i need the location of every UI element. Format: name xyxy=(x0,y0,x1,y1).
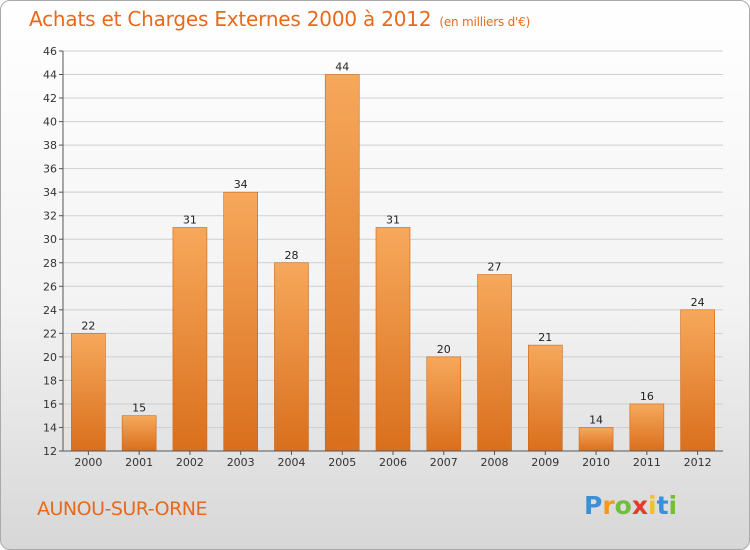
bar-2011 xyxy=(629,403,665,452)
data-label-2012: 24 xyxy=(691,296,705,309)
y-tick-label: 28 xyxy=(43,257,57,270)
data-label-2006: 31 xyxy=(386,213,400,226)
y-tick-label: 12 xyxy=(43,445,57,458)
y-tick-label: 18 xyxy=(43,374,57,387)
bar-2003 xyxy=(223,191,258,452)
chart-subtitle: (en milliers d'€) xyxy=(439,15,531,29)
bar-2001 xyxy=(121,415,157,452)
logo-letter: i xyxy=(668,491,678,520)
y-tick-label: 30 xyxy=(43,233,57,246)
y-axis-ticks: 12 14 16 18 20 22 24 26 28 30 32 34 36 38 40 42 44 46 xyxy=(43,45,63,458)
bar-2008 xyxy=(477,274,512,452)
logo-letter: i xyxy=(648,491,657,520)
x-axis-ticks: 2000 2001 2002 2003 2004 2005 2006 2007 2008 2009… xyxy=(74,451,712,469)
chart-title-text: Achats et Charges Externes 2000 à 2012 xyxy=(29,7,432,31)
x-tick-label-2001: 2001 xyxy=(125,456,153,469)
y-tick-label: 16 xyxy=(43,398,57,411)
proxiti-logo: Proxiti xyxy=(584,491,677,520)
y-tick-label: 32 xyxy=(43,210,57,223)
place-name: AUNOU-SUR-ORNE xyxy=(37,498,208,520)
x-tick-label-2008: 2008 xyxy=(481,456,509,469)
bar-2002 xyxy=(172,227,208,452)
logo-letter: x xyxy=(631,491,648,520)
bar-2007 xyxy=(426,356,462,452)
data-labels: 22 15 31 34 28 44 31 20 27 21 14 16 24 xyxy=(81,61,704,427)
data-label-2007: 20 xyxy=(437,343,451,356)
logo-letter: t xyxy=(656,491,669,520)
x-tick-label-2002: 2002 xyxy=(176,456,204,469)
y-tick-label: 20 xyxy=(43,351,57,364)
data-label-2001: 15 xyxy=(132,402,146,415)
y-tick-label: 26 xyxy=(43,280,57,293)
bar-2010 xyxy=(578,427,614,452)
x-tick-label-2009: 2009 xyxy=(531,456,559,469)
y-tick-label: 44 xyxy=(43,69,57,82)
data-label-2005: 44 xyxy=(335,61,349,74)
data-label-2011: 16 xyxy=(640,390,654,403)
x-tick-label-2000: 2000 xyxy=(74,456,102,469)
chart-title: Achats et Charges Externes 2000 à 2012 (e… xyxy=(29,7,530,31)
bar-2005 xyxy=(324,74,360,452)
data-label-2002: 31 xyxy=(183,213,197,226)
y-tick-label: 38 xyxy=(43,139,57,152)
x-tick-label-2004: 2004 xyxy=(277,456,305,469)
y-tick-label: 22 xyxy=(43,327,57,340)
y-tick-label: 40 xyxy=(43,116,57,129)
x-tick-label-2006: 2006 xyxy=(379,456,407,469)
y-tick-label: 42 xyxy=(43,92,57,105)
x-tick-label-2012: 2012 xyxy=(684,456,712,469)
data-label-2010: 14 xyxy=(589,413,603,426)
logo-letter: o xyxy=(614,491,632,520)
logo-letter: P xyxy=(584,491,603,520)
data-label-2009: 21 xyxy=(538,331,552,344)
y-tick-label: 24 xyxy=(43,304,57,317)
x-tick-label-2010: 2010 xyxy=(582,456,610,469)
x-tick-label-2011: 2011 xyxy=(633,456,661,469)
bar-2012 xyxy=(680,309,715,452)
bar-2004 xyxy=(274,262,309,452)
x-tick-label-2005: 2005 xyxy=(328,456,356,469)
logo-letter: r xyxy=(602,491,615,520)
data-label-2003: 34 xyxy=(234,178,248,191)
bar-2009 xyxy=(528,344,563,452)
y-tick-label: 36 xyxy=(43,163,57,176)
bars xyxy=(71,74,715,452)
x-tick-label-2003: 2003 xyxy=(227,456,255,469)
data-label-2008: 27 xyxy=(488,261,502,274)
data-label-2000: 22 xyxy=(81,319,95,332)
data-label-2004: 28 xyxy=(284,249,298,262)
bar-2000 xyxy=(71,333,106,452)
x-tick-label-2007: 2007 xyxy=(430,456,458,469)
y-tick-label: 46 xyxy=(43,45,57,58)
y-tick-label: 14 xyxy=(43,421,57,434)
bar-2006 xyxy=(375,227,411,452)
y-tick-label: 34 xyxy=(43,186,57,199)
